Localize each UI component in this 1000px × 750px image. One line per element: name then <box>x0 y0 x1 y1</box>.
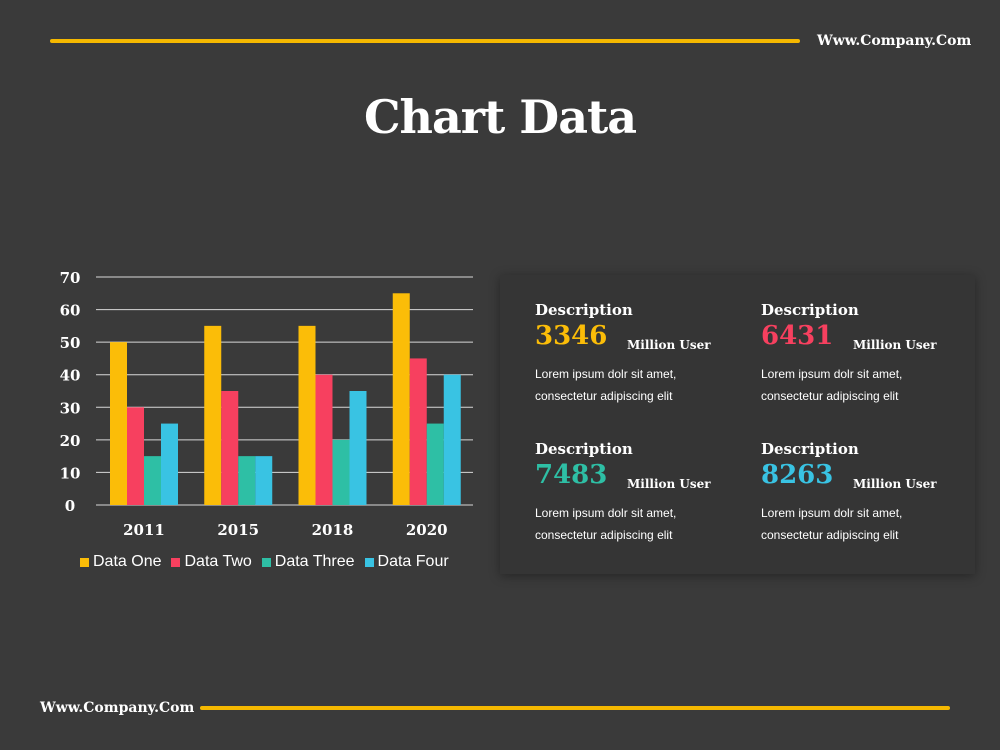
bar-data-one-2020 <box>392 293 410 505</box>
legend-swatch-data-four <box>364 557 374 567</box>
x-tick-label: 2015 <box>217 521 259 539</box>
header-url[interactable]: Www.Company.Com <box>817 33 972 49</box>
stat-description: Lorem ipsum dolr sit amet, consectetur a… <box>535 363 755 407</box>
bar-data-one-2018 <box>298 325 316 505</box>
stat-unit: Million User <box>627 338 711 352</box>
legend-label-data-one: Data One <box>93 553 162 570</box>
y-tick-label: 30 <box>60 399 81 417</box>
stat-description: Lorem ipsum dolr sit amet, consectetur a… <box>761 502 981 546</box>
bar-data-two-2018 <box>315 374 333 505</box>
legend-label-data-two: Data Two <box>184 553 252 570</box>
stat-description: Lorem ipsum dolr sit amet, consectetur a… <box>535 502 755 546</box>
legend-item-data-one: Data One <box>80 553 161 571</box>
legend-item-data-three: Data Three <box>261 553 355 571</box>
bar-data-three-2011 <box>144 456 161 505</box>
legend-swatch-data-two <box>171 557 181 567</box>
legend-item-data-four: Data Four <box>364 553 449 571</box>
stat-heading: Description <box>535 301 633 319</box>
legend-swatch-data-one <box>80 557 89 567</box>
stat-unit: Million User <box>853 477 937 491</box>
stat-value: 8263 <box>761 460 834 490</box>
legend-label-data-four: Data Four <box>377 553 449 570</box>
stat-card-1: Description 3346 Million User Lorem ipsu… <box>535 301 755 407</box>
legend-label-data-three: Data Three <box>274 553 355 570</box>
page-title: Chart Data <box>363 90 637 144</box>
stat-heading: Description <box>761 440 859 458</box>
stat-description-line: consectetur adipiscing elit <box>761 389 899 403</box>
bar-data-two-2015 <box>221 391 239 505</box>
stat-card-4: Description 8263 Million User Lorem ipsu… <box>761 440 981 546</box>
legend-item-data-two: Data Two <box>171 553 252 571</box>
stat-unit: Million User <box>627 477 711 491</box>
stat-description-line: consectetur adipiscing elit <box>535 389 673 403</box>
y-tick-label: 20 <box>60 432 81 450</box>
bar-data-three-2020 <box>426 423 444 505</box>
y-tick-label: 50 <box>60 334 81 352</box>
stat-card-3: Description 7483 Million User Lorem ipsu… <box>535 440 755 546</box>
footer-url[interactable]: Www.Company.Com <box>40 700 195 716</box>
y-tick-label: 60 <box>60 302 81 320</box>
x-tick-label: 2011 <box>123 521 165 539</box>
bar-data-three-2015 <box>238 456 256 505</box>
stats-panel: Description 3346 Million User Lorem ipsu… <box>500 275 975 574</box>
stat-description-line: consectetur adipiscing elit <box>761 528 899 542</box>
y-tick-label: 40 <box>60 367 81 385</box>
y-tick-label: 70 <box>60 269 81 287</box>
x-tick-label: 2020 <box>406 521 448 539</box>
bar-data-one-2015 <box>204 325 222 505</box>
stat-value: 7483 <box>535 460 608 490</box>
stat-description-line: consectetur adipiscing elit <box>535 528 673 542</box>
chart-legend: Data One Data Two Data Three Data Four <box>80 553 449 571</box>
stat-description-line: Lorem ipsum dolr sit amet, <box>535 506 677 520</box>
stat-description-line: Lorem ipsum dolr sit amet, <box>535 367 677 381</box>
bar-chart: 0 10 20 30 40 50 60 70 2011 2015 2018 2020 <box>60 269 473 539</box>
stat-heading: Description <box>535 440 633 458</box>
stat-value: 3346 <box>535 321 608 351</box>
bottom-accent-rule <box>200 706 950 710</box>
stat-unit: Million User <box>853 338 937 352</box>
legend-swatch-data-three <box>261 557 271 567</box>
top-accent-rule <box>50 39 800 43</box>
bar-data-three-2018 <box>332 439 350 505</box>
bar-data-four-2018 <box>349 391 367 505</box>
bar-data-two-2011 <box>127 407 144 505</box>
y-tick-label: 0 <box>65 497 75 515</box>
stat-description-line: Lorem ipsum dolr sit amet, <box>761 367 903 381</box>
stat-value: 6431 <box>761 321 834 351</box>
bar-data-four-2015 <box>255 456 273 505</box>
bar-data-one-2011 <box>110 342 127 505</box>
stat-heading: Description <box>761 301 859 319</box>
bar-data-two-2020 <box>409 358 427 505</box>
x-tick-label: 2018 <box>312 521 354 539</box>
stat-description: Lorem ipsum dolr sit amet, consectetur a… <box>761 363 981 407</box>
bar-data-four-2020 <box>443 374 461 505</box>
bar-data-four-2011 <box>161 423 178 505</box>
y-tick-label: 10 <box>60 464 81 482</box>
stat-card-2: Description 6431 Million User Lorem ipsu… <box>761 301 981 407</box>
stat-description-line: Lorem ipsum dolr sit amet, <box>761 506 903 520</box>
